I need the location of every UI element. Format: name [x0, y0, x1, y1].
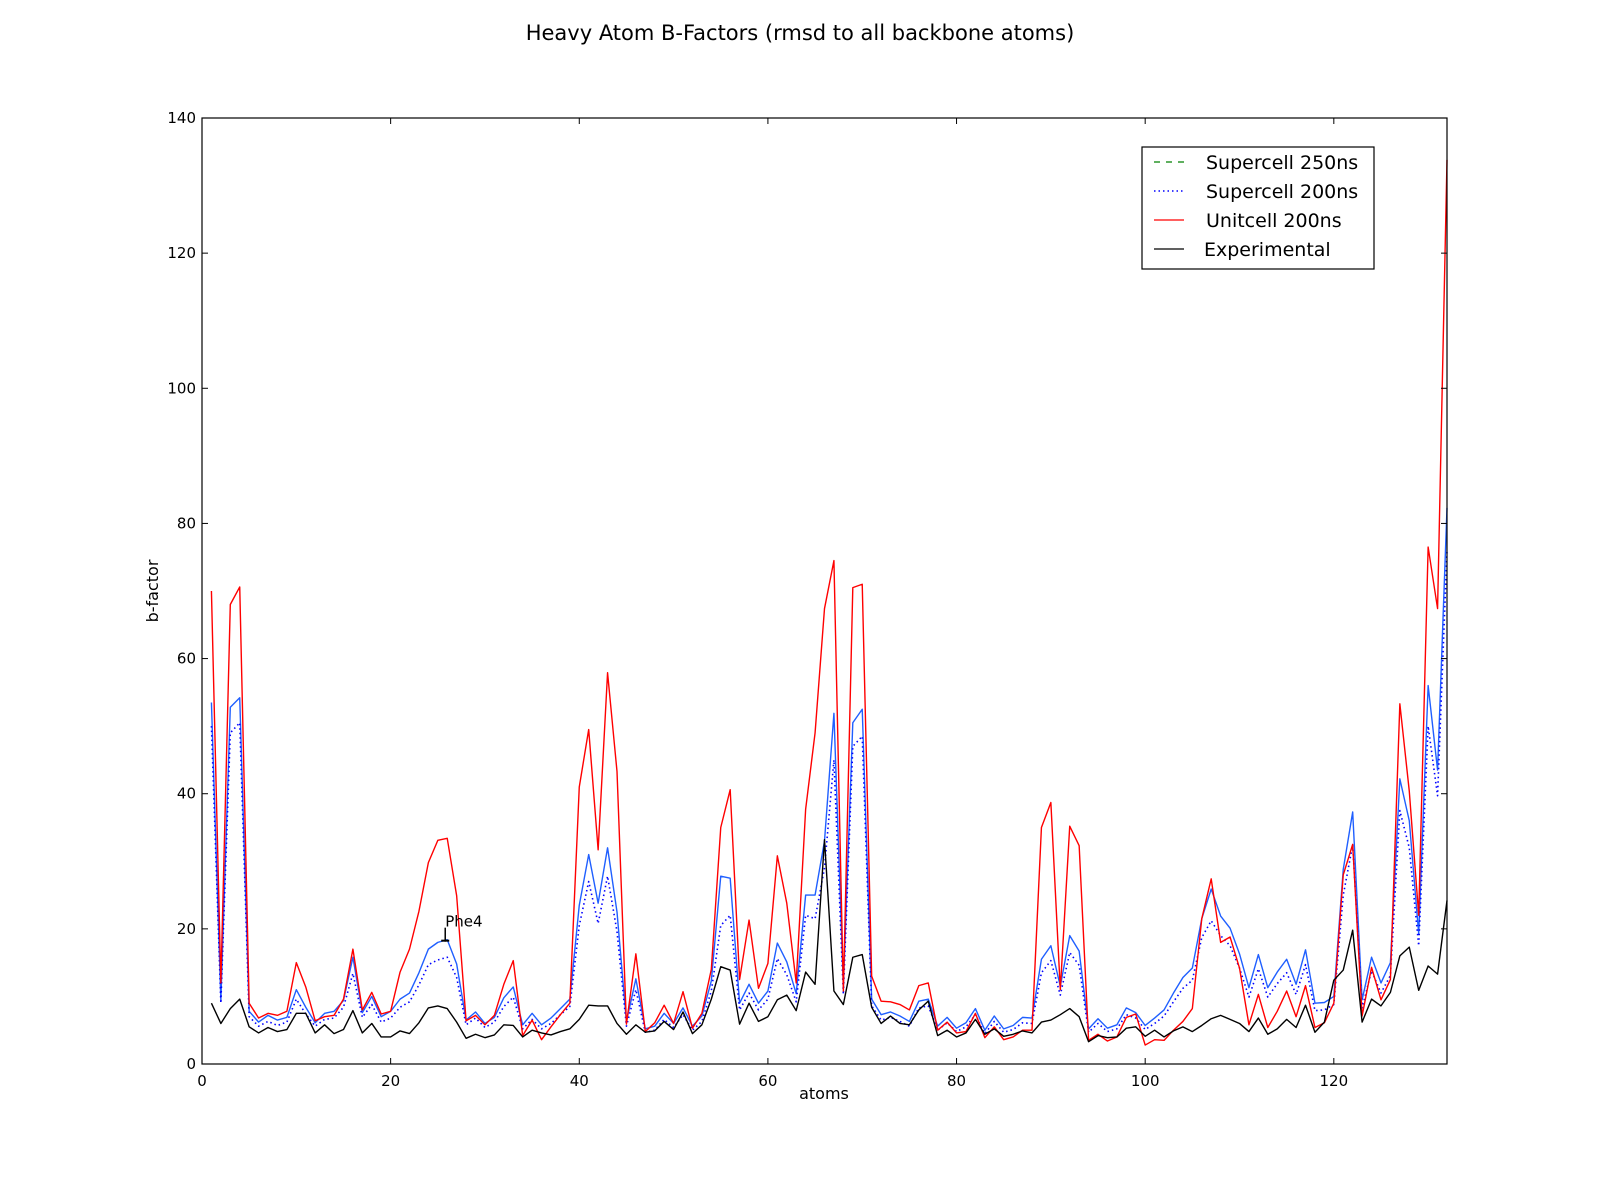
x-tick-label: 60 — [758, 1072, 777, 1090]
series-line-unitcell-200ns — [210, 159, 1448, 1046]
legend-label-experimental: Experimental — [1204, 239, 1331, 261]
x-tick-label: 120 — [1319, 1072, 1348, 1090]
x-tick-label: 80 — [947, 1072, 966, 1090]
y-tick-label: 40 — [177, 785, 196, 803]
x-tick-label: 0 — [197, 1072, 207, 1090]
legend-label-unitcell-200ns: Unitcell 200ns — [1206, 210, 1342, 232]
legend-label-supercell-250ns: Supercell 250ns — [1206, 152, 1358, 174]
x-axis-title: atoms — [799, 1084, 849, 1103]
x-tick-label: 100 — [1131, 1072, 1160, 1090]
y-axis-title: b-factor — [143, 559, 162, 622]
series-line-supercell-250ns — [210, 507, 1448, 1031]
annotation-phe4: Phe4 — [441, 913, 483, 942]
plot-frame — [201, 117, 1448, 1065]
y-tick-label: 100 — [167, 379, 196, 397]
y-tick-label: 0 — [186, 1055, 196, 1073]
series-line-experimental — [210, 838, 1448, 1043]
annotation-label: Phe4 — [445, 913, 482, 931]
x-tick-label: 20 — [381, 1072, 400, 1090]
legend-label-supercell-200ns: Supercell 200ns — [1206, 181, 1358, 203]
legend: Supercell 250ns Supercell 200ns Unitcell… — [1141, 146, 1375, 270]
y-tick-label: 20 — [177, 920, 196, 938]
y-tick-label: 80 — [177, 514, 196, 532]
x-tick-label: 40 — [570, 1072, 589, 1090]
axis-ticks: 0 20 40 60 80 100 120 0 20 40 60 80 100 120 140 — [167, 109, 1447, 1090]
chart-title: Heavy Atom B-Factors (rmsd to all backbo… — [526, 21, 1075, 45]
y-tick-label: 140 — [167, 109, 196, 127]
y-tick-label: 120 — [167, 244, 196, 262]
y-tick-label: 60 — [177, 650, 196, 668]
plot-area — [210, 159, 1448, 1046]
